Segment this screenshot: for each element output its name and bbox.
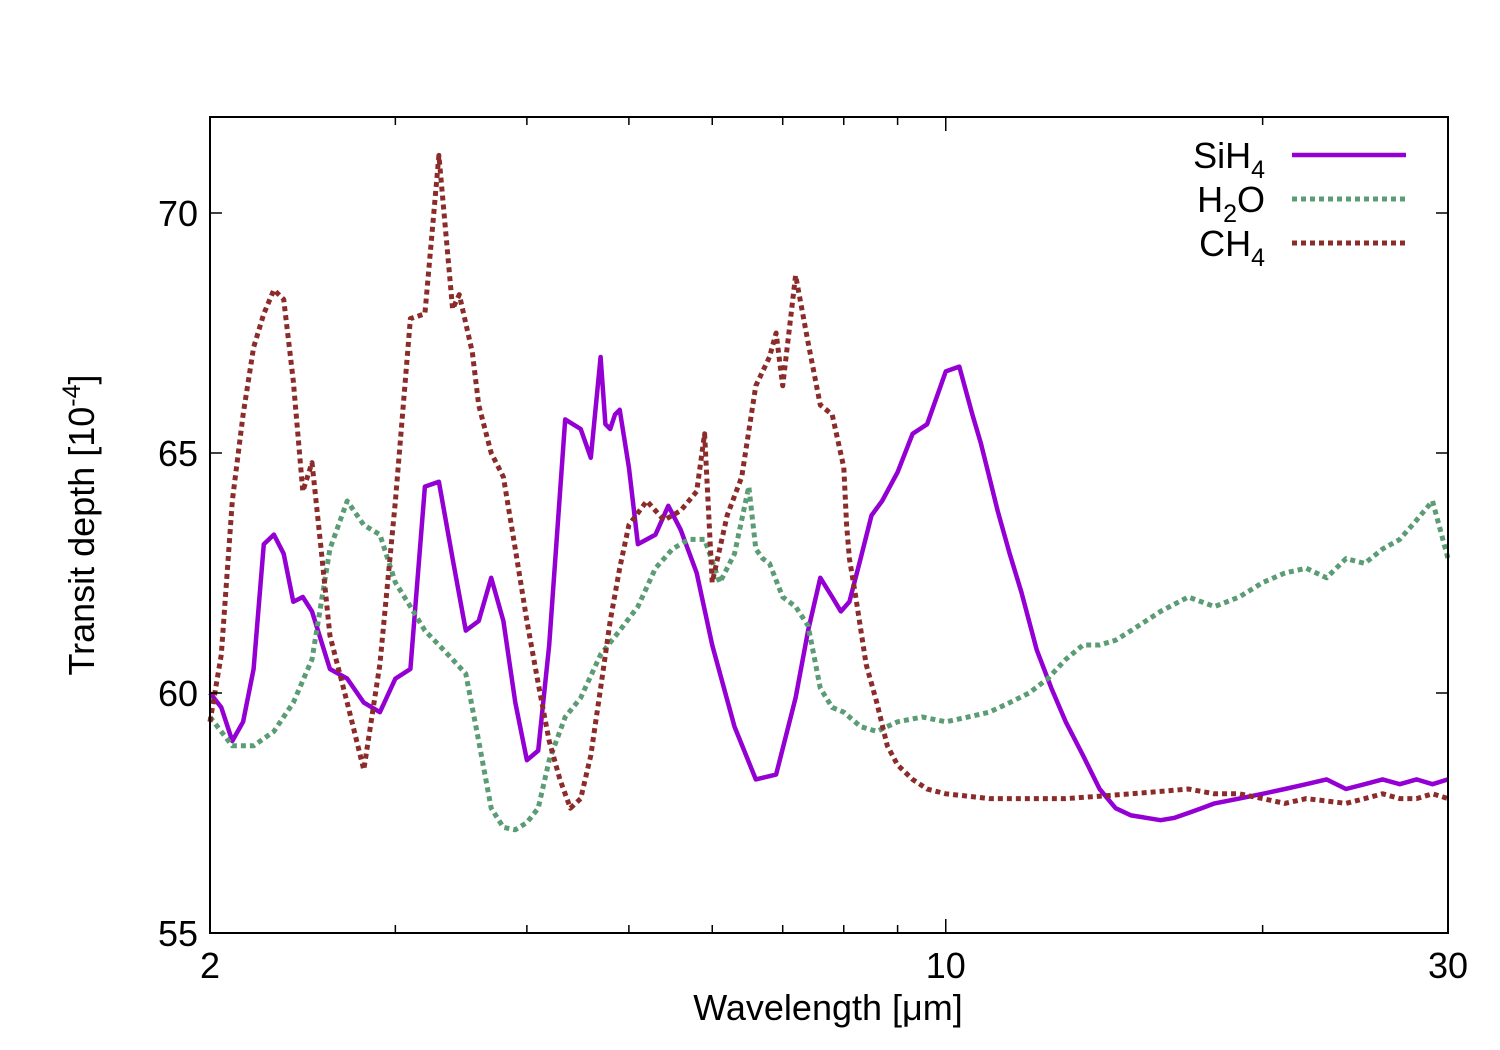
legend-label-sih4: SiH4 xyxy=(1193,135,1265,184)
plot-frame xyxy=(209,116,1449,934)
series-layer xyxy=(207,152,1451,833)
y-tick-label: 65 xyxy=(158,433,198,474)
x-tick-label: 30 xyxy=(1428,945,1468,986)
y-tick-label: 60 xyxy=(158,673,198,714)
legend-label-h2o: H2O xyxy=(1197,179,1265,228)
y-axis-title-close: ] xyxy=(61,374,102,384)
y-axis-title: Transit depth [10-4] xyxy=(58,374,102,675)
y-axis-title-exponent: -4 xyxy=(58,384,86,406)
y-axis-title-main: Transit depth [10 xyxy=(61,407,102,676)
series-line-h2o xyxy=(208,484,1451,833)
x-axis-title: Wavelength [μm] xyxy=(693,987,963,1028)
y-tick-label: 70 xyxy=(158,193,198,234)
labels-layer: 55 60 65 70 2 10 30 xyxy=(158,193,1468,986)
x-tick-label: 10 xyxy=(926,945,966,986)
legend-label-ch4: CH4 xyxy=(1199,223,1265,272)
series-line-ch4 xyxy=(207,152,1449,811)
y-tick-label: 55 xyxy=(158,913,198,954)
series-line-sih4 xyxy=(208,354,1449,823)
x-tick-label: 2 xyxy=(200,945,220,986)
